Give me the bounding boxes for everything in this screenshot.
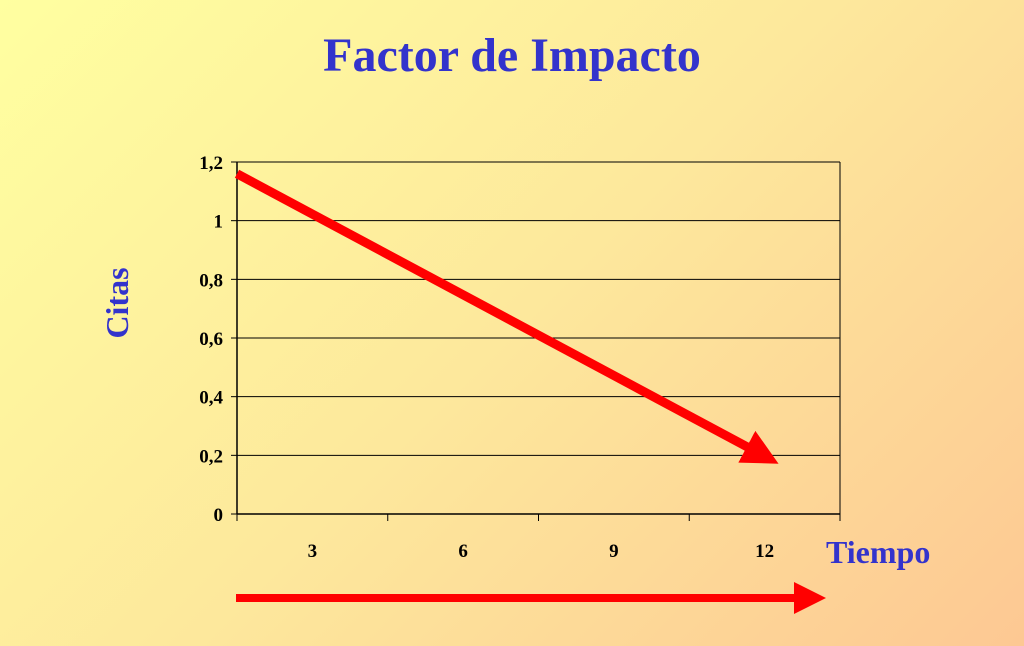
y-tick-label: 0 xyxy=(214,505,224,526)
y-tick-label: 0,6 xyxy=(199,329,223,350)
y-tick-label: 0,4 xyxy=(199,388,223,409)
y-tick-label: 1,2 xyxy=(199,153,223,174)
x-axis-title: Tiempo xyxy=(826,534,930,570)
y-axis-title: Citas xyxy=(99,267,135,338)
y-tick-label: 0,2 xyxy=(199,446,223,467)
y-tick-label: 1 xyxy=(214,212,224,233)
slide-title: Factor de Impacto xyxy=(323,29,701,82)
y-tick-labels: 0 0,2 0,4 0,6 0,8 1 1,2 xyxy=(199,153,223,526)
trend-series xyxy=(234,169,779,464)
y-tick-label: 0,8 xyxy=(199,270,223,291)
x-tick-label: 12 xyxy=(755,541,774,562)
trend-arrow xyxy=(234,169,779,464)
x-tick-label: 6 xyxy=(458,541,468,562)
x-tick-labels: 3 6 9 12 xyxy=(236,514,841,562)
x-tick-label: 9 xyxy=(609,541,619,562)
x-tick-label: 3 xyxy=(308,541,318,562)
